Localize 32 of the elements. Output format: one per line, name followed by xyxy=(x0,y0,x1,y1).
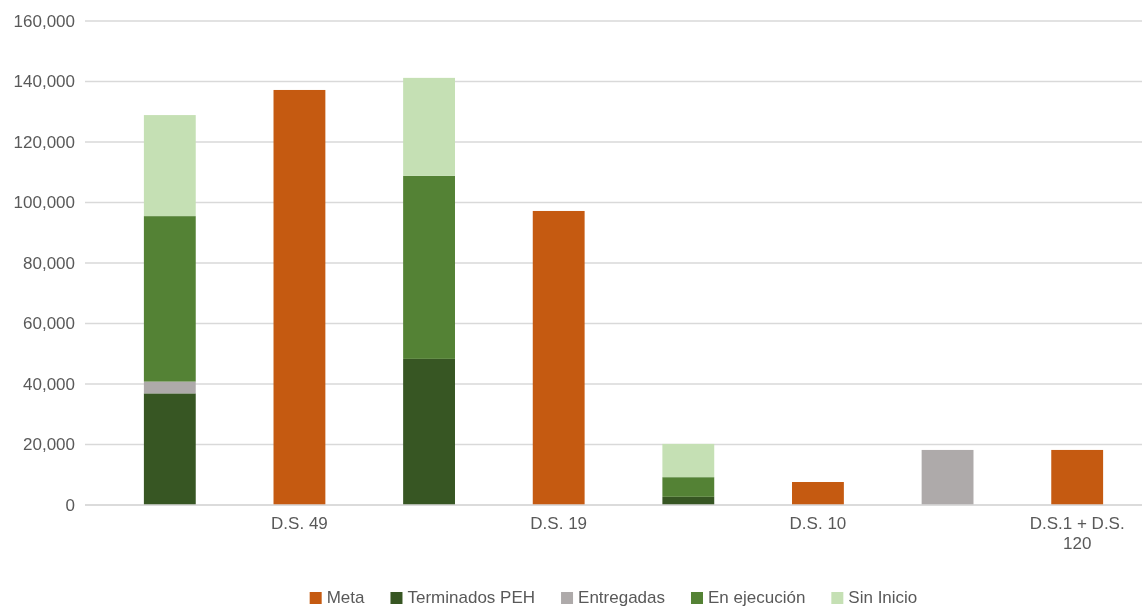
bar xyxy=(1051,449,1104,505)
legend-label: Sin Inicio xyxy=(848,588,918,607)
bar xyxy=(662,443,715,478)
x-tick-label: D.S. 19 xyxy=(530,514,588,534)
y-tick-label: 0 xyxy=(65,495,75,515)
bar xyxy=(143,216,196,382)
bar xyxy=(792,482,844,505)
legend-label: Meta xyxy=(326,588,366,607)
x-tick-label: D.S.1 + D.S. 120 xyxy=(1029,514,1125,554)
bar xyxy=(143,393,196,505)
bar xyxy=(403,358,455,505)
bar xyxy=(143,115,196,217)
bar xyxy=(273,89,326,505)
y-tick-label: 40,000 xyxy=(23,374,75,394)
legend-label: Entregadas xyxy=(578,588,665,607)
y-tick-label: 20,000 xyxy=(23,435,75,455)
legend-label: En ejecución xyxy=(707,588,806,607)
bar xyxy=(921,449,974,505)
bar xyxy=(403,175,455,359)
y-tick-label: 160,000 xyxy=(13,11,75,31)
x-tick-label: D.S. 49 xyxy=(271,514,328,534)
y-tick-label: 120,000 xyxy=(13,132,75,152)
bar xyxy=(143,381,196,394)
bar xyxy=(532,210,585,505)
y-tick-label: 100,000 xyxy=(13,193,75,213)
legend-label: Terminados PEH xyxy=(407,588,536,607)
bar xyxy=(662,477,715,497)
y-tick-label: 80,000 xyxy=(23,253,75,273)
bar xyxy=(403,77,455,176)
y-tick-label: 140,000 xyxy=(13,72,75,92)
x-tick-label: D.S. 10 xyxy=(789,514,847,534)
y-tick-label: 60,000 xyxy=(23,314,75,334)
